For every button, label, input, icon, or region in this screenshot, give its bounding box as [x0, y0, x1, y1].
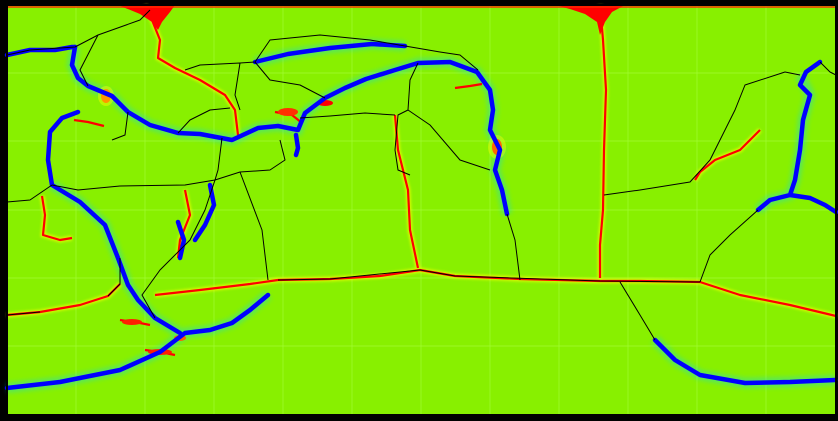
boundary-19 [277, 269, 701, 283]
ridge-east [694, 129, 761, 181]
boundary-4 [51, 179, 216, 191]
ridge-central [393, 114, 420, 269]
plate-boundaries [6, 9, 837, 341]
trench-south-east [652, 337, 838, 386]
boundary-10 [107, 258, 121, 297]
ridge-west-small [40, 195, 73, 242]
boundary-18 [506, 213, 521, 281]
boundary-2 [79, 34, 99, 87]
trench-east-hook [787, 192, 838, 215]
boundary-21 [699, 209, 759, 283]
boundary-5 [111, 111, 129, 141]
boundary-8 [239, 171, 269, 281]
boundary-3 [6, 184, 53, 203]
ridge-north-atlantic [144, 4, 240, 136]
boundary-16 [407, 109, 491, 171]
boundary-22 [619, 281, 656, 341]
boundary-13 [239, 34, 479, 71]
boundary-15 [394, 62, 419, 176]
boundary-17 [299, 112, 396, 119]
ridge-southeast [699, 280, 837, 318]
ridge-short-1 [73, 118, 105, 128]
boundary-20 [603, 71, 801, 196]
boundary-14 [254, 61, 326, 99]
trench-central-small [175, 182, 217, 261]
boundary-6 [177, 107, 231, 134]
ridge-central-west [176, 189, 192, 259]
ridge-east-pacific [598, 4, 608, 278]
trench-south-west [4, 292, 271, 391]
trench-east [755, 59, 823, 213]
trench-lines [4, 41, 838, 391]
trench-north-arc [69, 44, 510, 217]
boundary-9 [141, 179, 216, 319]
trench-central-blip [293, 132, 301, 158]
boundary-23 [819, 61, 837, 76]
trench-north-upper [252, 41, 408, 65]
boundary-1 [6, 9, 151, 56]
ridge-short-3 [454, 82, 483, 90]
map-border [6, 4, 837, 416]
graticule [7, 5, 836, 415]
polar-fringe [7, 5, 836, 35]
trench-west-arc [45, 109, 183, 336]
boundary-11 [6, 311, 41, 316]
